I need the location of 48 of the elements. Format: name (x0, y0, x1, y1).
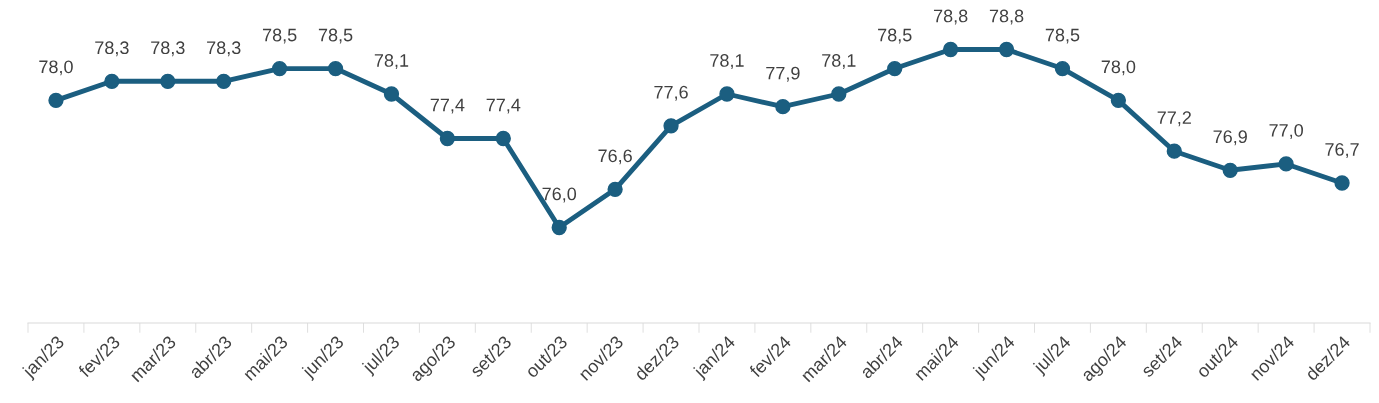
data-label: 78,1 (374, 54, 409, 69)
point (1110, 92, 1127, 108)
data-label: 78,5 (262, 28, 297, 44)
point (327, 60, 344, 77)
point (663, 118, 679, 134)
point (439, 130, 456, 147)
point (1054, 60, 1071, 77)
data-label: 78,3 (151, 41, 185, 57)
point (104, 73, 120, 89)
data-label: 76,9 (1213, 130, 1247, 146)
point (998, 41, 1015, 58)
point (942, 41, 959, 58)
point (48, 92, 64, 108)
point (1334, 175, 1350, 191)
data-label: 76,6 (598, 149, 632, 165)
data-label: 78,3 (95, 41, 129, 57)
point (495, 130, 511, 147)
data-label: 77,4 (486, 98, 521, 114)
data-label: 78,8 (989, 9, 1024, 25)
point (719, 86, 735, 102)
data-label: 78,1 (710, 54, 744, 69)
point (1278, 156, 1294, 172)
data-label: 77,0 (1269, 123, 1303, 139)
data-label: 78,8 (933, 9, 968, 25)
data-label: 78,0 (1101, 60, 1136, 76)
point (1166, 143, 1182, 159)
point (607, 181, 623, 197)
point (775, 99, 791, 115)
data-label: 76,7 (1325, 143, 1359, 158)
point (383, 86, 400, 102)
point (831, 86, 847, 102)
data-label: 77,4 (430, 98, 465, 114)
point (1222, 162, 1238, 178)
data-label: 78,5 (1045, 28, 1080, 44)
data-label: 77,6 (654, 85, 688, 101)
data-label: 77,9 (766, 66, 800, 82)
data-label: 78,0 (39, 60, 73, 76)
data-label: 76,0 (542, 187, 577, 203)
data-label: 78,1 (822, 54, 856, 69)
data-label: 78,5 (878, 28, 912, 44)
point (551, 219, 567, 236)
point (216, 73, 232, 89)
point (887, 60, 903, 77)
data-label: 77,2 (1157, 111, 1191, 127)
point (271, 60, 288, 77)
point (160, 73, 176, 89)
data-label: 78,3 (207, 41, 241, 57)
data-label: 78,5 (318, 28, 353, 44)
